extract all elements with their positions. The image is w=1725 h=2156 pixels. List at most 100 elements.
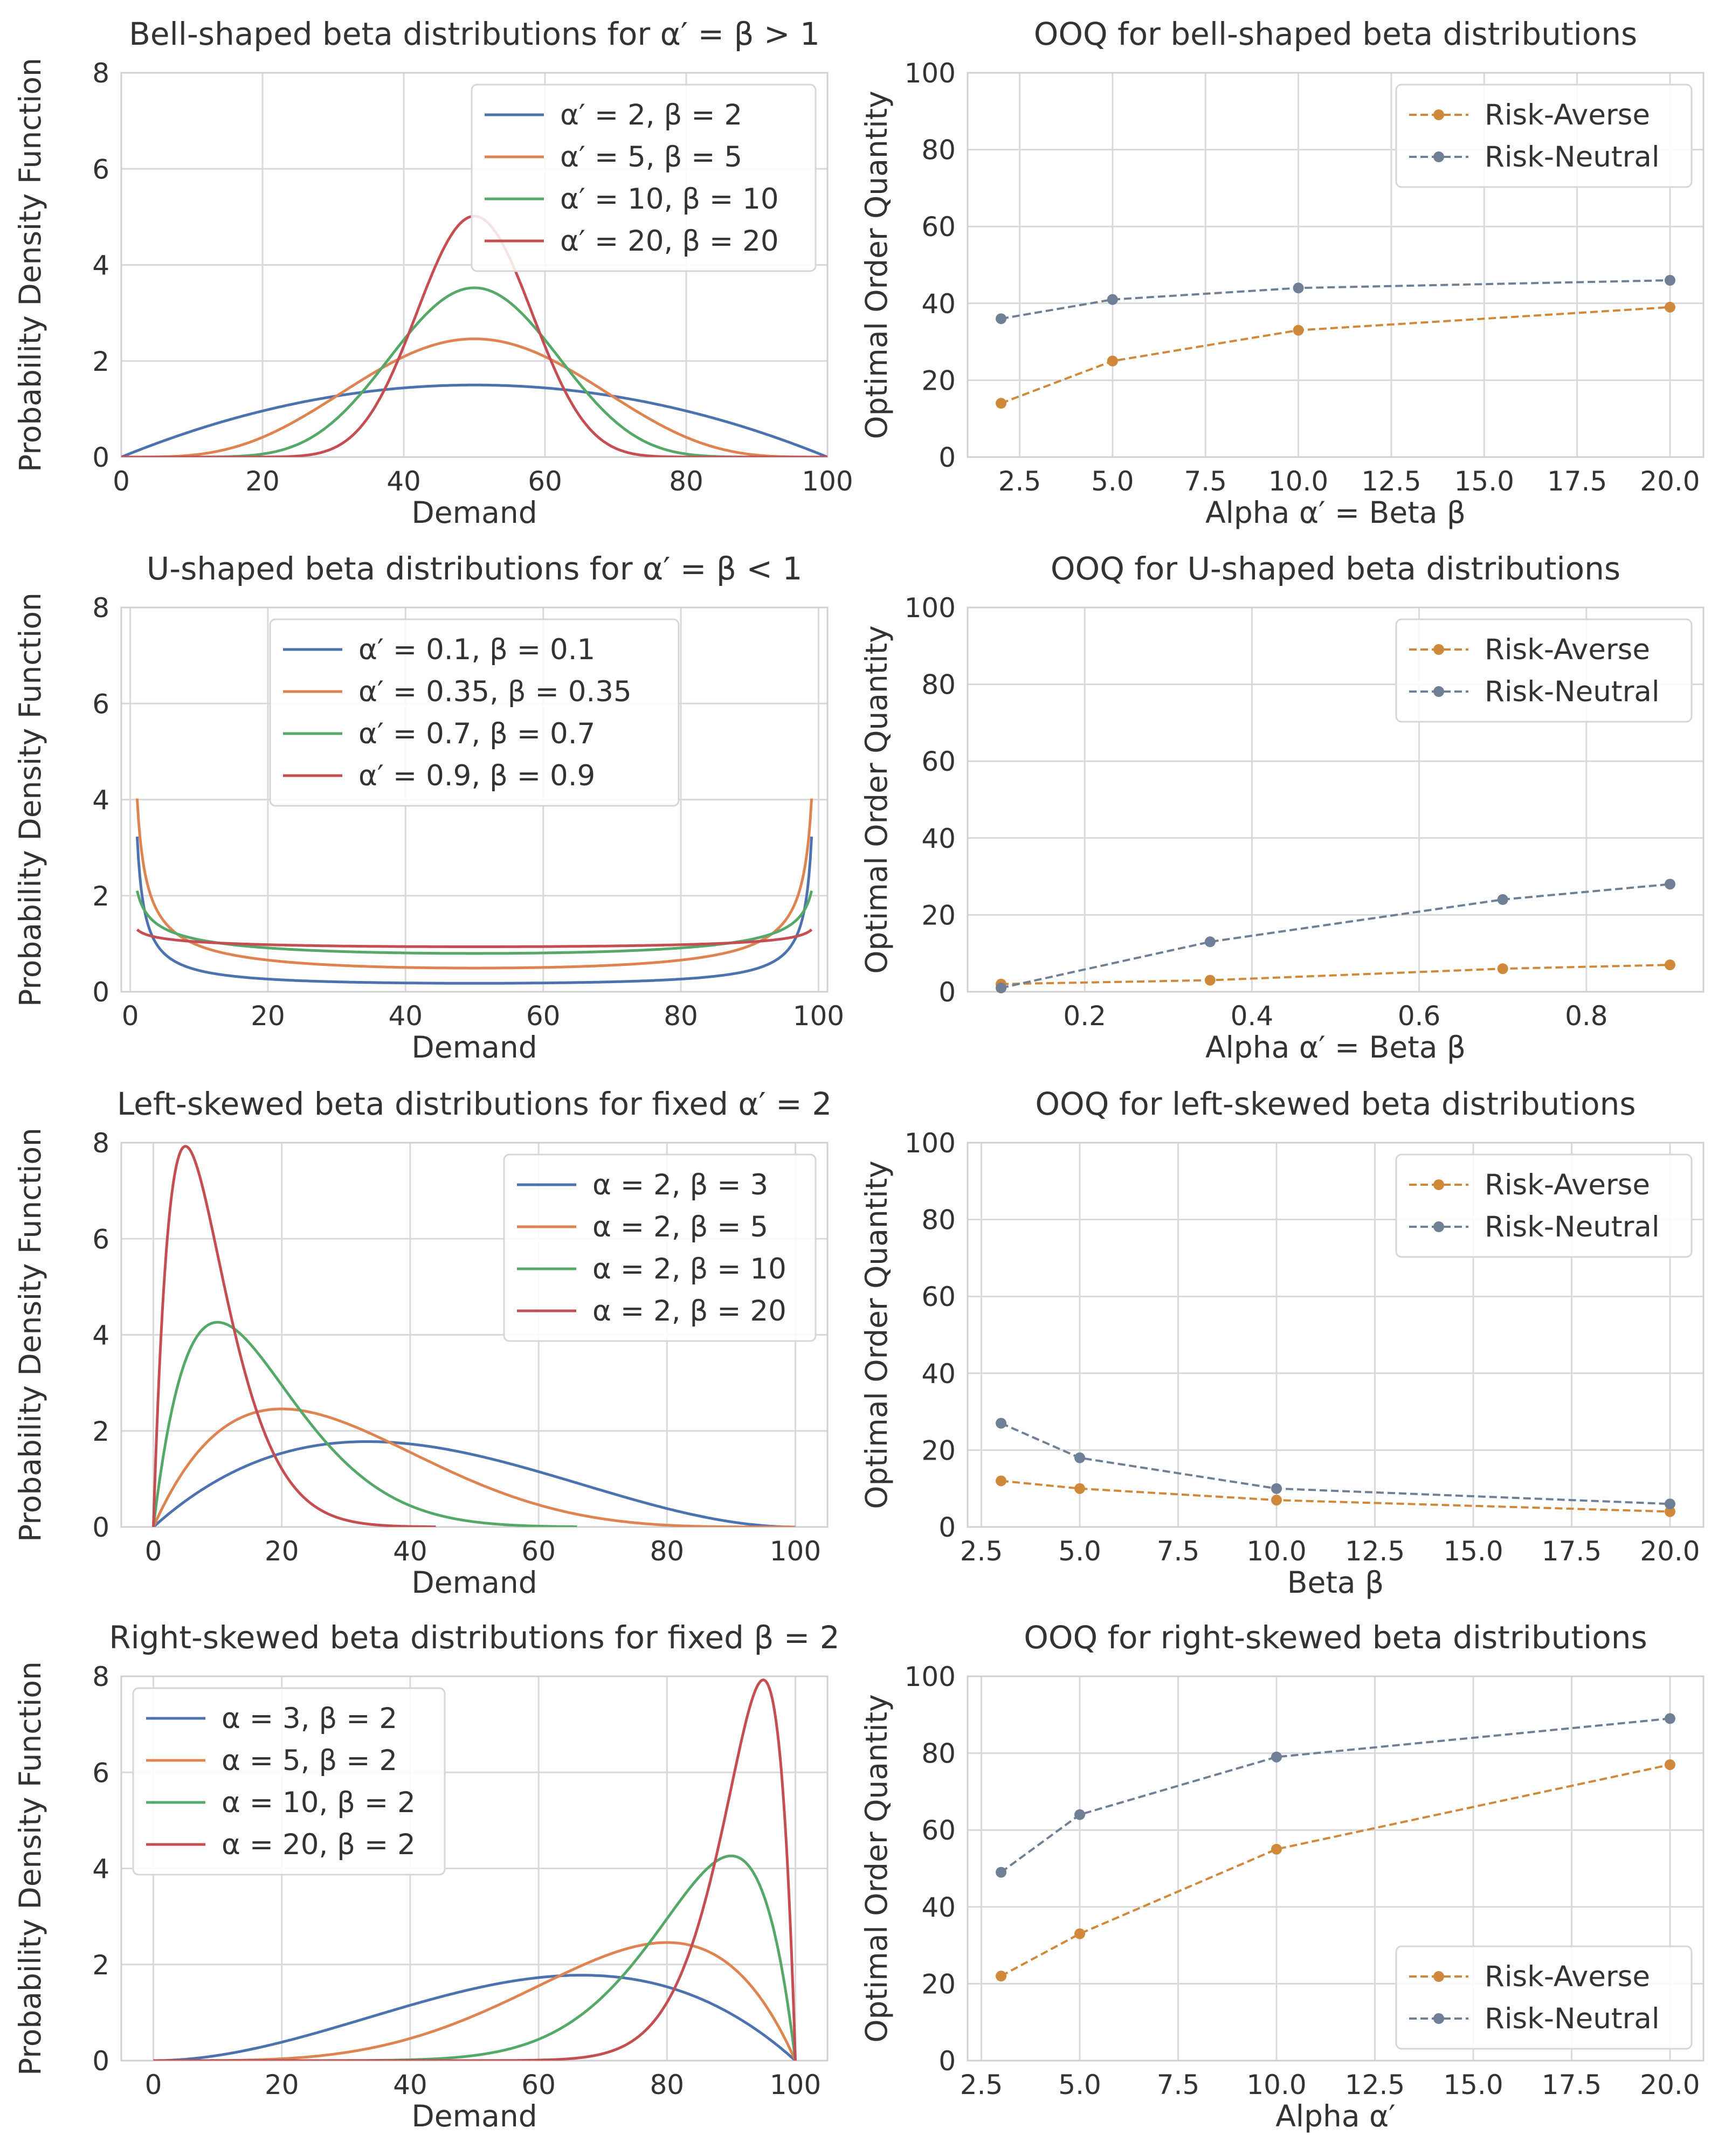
risk-neutral-line [1000, 883, 1671, 989]
y-tick-label: 6 [92, 688, 109, 720]
y-tick-label: 100 [905, 58, 956, 89]
legend-label: Risk-Neutral [1485, 2002, 1660, 2035]
x-tick-label: 12.5 [1345, 2069, 1405, 2100]
legend-box [503, 1153, 817, 1342]
x-tick-label: 2.5 [960, 2069, 1003, 2100]
x-tick-label: 0.2 [1063, 1000, 1106, 1032]
legend-label: Risk-Averse [1485, 1960, 1650, 1993]
chart-panel-6: 2.5 5.0 7.5 10.0 12.5 15.0 17.5 20.0 0 20 40 60 80 10… [859, 1086, 1705, 1600]
x-tick-label: 2.5 [998, 466, 1041, 497]
y-tick-label: 2 [92, 1950, 109, 1981]
legend-marker [1433, 686, 1444, 697]
y-tick-label: 0 [92, 1512, 109, 1543]
chart-title: OOQ for bell-shaped beta distributions [1034, 16, 1637, 52]
y-tick-label: 2 [92, 1416, 109, 1447]
y-tick-label: 20 [921, 1968, 956, 2000]
x-axis-label: Demand [411, 495, 537, 530]
x-axis-label: Alpha α′ = Beta β [1205, 1030, 1466, 1065]
y-tick-label: 40 [921, 1892, 956, 1923]
plot-frame [120, 606, 829, 993]
x-tick-label: 15.0 [1454, 466, 1514, 497]
x-tick-label: 10.0 [1246, 1536, 1306, 1567]
legend-box [1395, 1945, 1693, 2050]
x-tick-label: 80 [650, 2069, 684, 2100]
y-tick-label: 6 [92, 1757, 109, 1788]
y-tick-label: 0 [92, 442, 109, 473]
x-tick-label: 0 [122, 1000, 139, 1032]
legend-marker [1433, 151, 1444, 162]
y-tick-label: 4 [92, 785, 109, 816]
x-axis-label: Demand [411, 1565, 537, 1600]
y-tick-label: 0 [92, 977, 109, 1008]
pdf-series-line [152, 1440, 796, 1527]
legend-marker [1433, 1971, 1444, 1982]
legend-label: α = 3, β = 2 [222, 1702, 397, 1735]
y-tick-label: 0 [939, 977, 956, 1008]
risk-averse-point [1293, 324, 1304, 336]
y-tick-label: 8 [92, 1661, 109, 1692]
y-tick-label: 0 [939, 1512, 956, 1543]
x-tick-label: 60 [521, 1536, 556, 1567]
risk-neutral-point [1204, 936, 1216, 948]
pdf-series-line [153, 1678, 797, 2061]
x-tick-label: 20 [265, 2069, 299, 2100]
y-tick-label: 80 [921, 669, 956, 701]
risk-averse-point [1204, 975, 1216, 986]
legend-label: α = 2, β = 10 [592, 1253, 786, 1286]
y-axis-label: Optimal Order Quantity [859, 1160, 894, 1509]
legend: α = 3, β = 2 α = 5, β = 2 α = 10, β = 2 α =… [132, 1687, 446, 1876]
x-axis-label: Alpha α′ [1275, 2099, 1396, 2133]
pdf-series-line [121, 337, 827, 457]
chart-title: OOQ for right-skewed beta distributions [1024, 1619, 1647, 1656]
legend-label: α = 5, β = 2 [222, 1744, 397, 1777]
chart-panel-5: 0 20 40 60 80 100 0 2 4 6 8 Left-skewed beta distri… [13, 1086, 832, 1600]
legend-box [1395, 1153, 1693, 1258]
chart-panel-3: 0 20 40 60 80 100 0 2 4 6 8 U-shaped beta distribut… [13, 550, 844, 1065]
legend-label: α′ = 0.1, β = 0.1 [358, 633, 595, 666]
x-tick-label: 20 [245, 466, 280, 497]
legend-label: Risk-Averse [1485, 99, 1650, 132]
x-tick-label: 12.5 [1361, 466, 1421, 497]
y-axis-label: Probability Density Function [13, 58, 47, 472]
x-tick-label: 7.5 [1157, 2069, 1200, 2100]
x-tick-label: 20 [265, 1536, 299, 1567]
plot-frame [967, 72, 1705, 458]
pdf-series-line [136, 928, 813, 948]
x-tick-label: 100 [770, 1536, 821, 1567]
y-tick-label: 20 [921, 365, 956, 396]
x-tick-label: 100 [770, 2069, 821, 2100]
risk-averse-point [996, 1971, 1007, 1982]
x-tick-label: 17.5 [1542, 1536, 1602, 1567]
x-tick-label: 0.8 [1565, 1000, 1608, 1032]
risk-averse-line [1000, 1480, 1671, 1513]
y-axis-label: Optimal Order Quantity [859, 1694, 894, 2043]
y-tick-label: 60 [921, 211, 956, 243]
x-tick-label: 7.5 [1184, 466, 1227, 497]
pdf-series-line [135, 798, 813, 970]
legend-label: Risk-Averse [1485, 1169, 1650, 1201]
legend-label: α = 2, β = 5 [592, 1211, 768, 1243]
y-axis-label: Optimal Order Quantity [859, 625, 894, 974]
legend: Risk-Averse Risk-Neutral [1395, 84, 1693, 188]
x-tick-label: 5.0 [1058, 1536, 1101, 1567]
pdf-series-line [135, 837, 813, 985]
y-tick-label: 40 [921, 288, 956, 320]
risk-neutral-point [996, 313, 1007, 324]
risk-neutral-point [1074, 1809, 1086, 1820]
y-tick-label: 2 [92, 346, 109, 377]
risk-neutral-point [996, 1867, 1007, 1878]
y-tick-label: 4 [92, 1320, 109, 1351]
y-tick-label: 20 [921, 1435, 956, 1466]
risk-averse-point [1271, 1843, 1282, 1855]
pdf-series-line [121, 383, 827, 457]
risk-neutral-line [1000, 1422, 1671, 1505]
x-tick-label: 60 [528, 466, 562, 497]
y-tick-label: 20 [921, 900, 956, 931]
legend-label: α′ = 5, β = 5 [560, 141, 742, 174]
risk-averse-point [1664, 1759, 1675, 1770]
legend-box [132, 1687, 446, 1876]
y-axis-label: Optimal Order Quantity [859, 91, 894, 439]
chart-title: Right-skewed beta distributions for fixe… [109, 1619, 839, 1656]
y-tick-label: 60 [921, 1281, 956, 1312]
